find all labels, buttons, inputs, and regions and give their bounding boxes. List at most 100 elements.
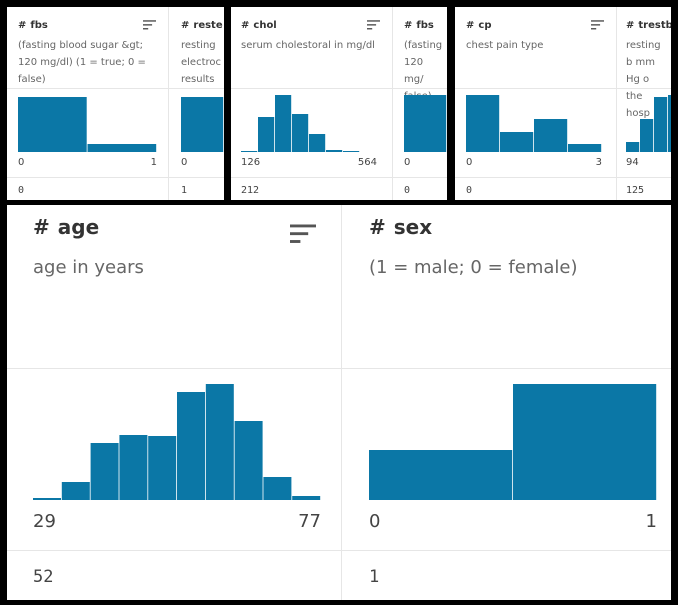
column-header: # cp [466, 20, 491, 31]
histogram-bar[interactable] [568, 144, 602, 152]
column-header: # age [33, 215, 99, 239]
first-value: 1 [369, 567, 380, 587]
histogram [241, 95, 360, 152]
column-card: #fbs(fasting 120 mg/ false)00 [396, 7, 447, 200]
column-name: cp [478, 20, 492, 31]
histogram-bar[interactable] [181, 97, 224, 152]
column-name: trestb [638, 20, 671, 31]
histogram-bar[interactable] [626, 142, 640, 152]
divider [231, 88, 447, 89]
column-name: fbs [30, 20, 48, 31]
hash-icon: # [404, 20, 413, 31]
histogram-bar[interactable] [119, 435, 148, 500]
column-divider [392, 7, 393, 200]
column-header: # reste [181, 20, 223, 31]
column-description: chest pain type [466, 40, 544, 51]
histogram-bar[interactable] [177, 392, 205, 500]
sort-icon[interactable] [367, 19, 380, 32]
min-label: 126 [241, 157, 261, 168]
column-card: # chol serum cholestoral in mg/dl 126 564 212 [231, 7, 392, 200]
sort-icon[interactable] [591, 19, 604, 32]
hash-icon: # [241, 20, 250, 31]
divider [231, 177, 447, 178]
histogram [18, 97, 157, 152]
sort-icon[interactable] [290, 222, 316, 248]
histogram-bar[interactable] [148, 436, 177, 500]
histogram-bar[interactable] [534, 119, 568, 152]
histogram-bar[interactable] [404, 95, 447, 152]
sort-icon[interactable] [143, 19, 156, 32]
histogram-bar[interactable] [61, 482, 90, 500]
divider [7, 550, 671, 551]
histogram-bar[interactable] [241, 151, 258, 152]
column-description: age in years [33, 257, 144, 278]
column-card: # trestb resting b mm Hg o the hosp 94 125 [620, 7, 671, 200]
histogram-bar[interactable] [500, 132, 534, 152]
histogram-bar[interactable] [292, 114, 309, 152]
histogram-bar[interactable] [205, 384, 234, 500]
first-value: 212 [241, 185, 260, 196]
histogram-bar[interactable] [234, 421, 263, 500]
column-card: # fbs (fasting blood sugar &gt; 120 mg/dl)… [7, 7, 168, 200]
min-label: 0 [181, 157, 188, 168]
column-description: (1 = male; 0 = female) [369, 257, 578, 278]
histogram-bar[interactable] [466, 95, 500, 152]
column-header: # fbs [404, 20, 434, 31]
histogram-bar[interactable] [668, 95, 671, 152]
column-header: # trestb [626, 20, 671, 31]
histogram-bar[interactable] [263, 477, 292, 500]
column-description: (fasting blood sugar &gt; 120 mg/dl) (1 … [18, 40, 146, 85]
column-name: reste [193, 20, 223, 31]
histogram-bar[interactable] [87, 144, 157, 152]
column-name: fbs [416, 20, 434, 31]
histogram-bar[interactable] [513, 384, 657, 500]
panel: # chol serum cholestoral in mg/dl 126 564 212… [231, 7, 447, 200]
histogram-bar[interactable] [343, 151, 360, 152]
panel: # fbs (fasting blood sugar &gt; 120 mg/dl)… [7, 7, 224, 200]
min-label: 0 [404, 157, 411, 168]
histogram-bar[interactable] [90, 443, 119, 500]
divider [455, 177, 671, 178]
histogram-bar[interactable] [309, 134, 326, 152]
column-description: serum cholestoral in mg/dl [241, 40, 375, 51]
column-name: sex [393, 215, 433, 239]
hash-icon: # [18, 20, 27, 31]
histogram [404, 95, 447, 152]
divider [7, 368, 671, 369]
histogram-bar[interactable] [275, 95, 292, 152]
histogram-bar[interactable] [654, 97, 668, 152]
histogram-bar[interactable] [326, 150, 343, 152]
max-label: 1 [150, 157, 157, 168]
divider [7, 88, 224, 89]
column-card: # sex (1 = male; 0 = female) 0 1 1 [345, 205, 671, 600]
max-label: 3 [595, 157, 602, 168]
histogram-bar[interactable] [640, 119, 654, 152]
column-header: # sex [369, 215, 432, 239]
histogram [369, 384, 657, 500]
min-label: 94 [626, 157, 639, 168]
column-name: age [57, 215, 100, 239]
min-label: 0 [466, 157, 473, 168]
first-value: 52 [33, 567, 54, 587]
max-label: 1 [645, 511, 657, 532]
column-card: # reste resting electroc results 0 1 [172, 7, 224, 200]
hash-icon: # [626, 20, 635, 31]
histogram-bar[interactable] [18, 97, 87, 152]
min-label: 0 [369, 511, 381, 532]
histogram-bar[interactable] [258, 117, 275, 152]
histogram-bar[interactable] [292, 496, 321, 500]
histogram [181, 97, 224, 152]
histogram [626, 95, 671, 152]
histogram-bar[interactable] [369, 450, 513, 500]
column-header: # chol [241, 20, 277, 31]
first-value: 1 [181, 185, 188, 196]
min-label: 29 [33, 511, 56, 532]
column-description: resting electroc results [181, 40, 222, 85]
first-value: 0 [404, 185, 411, 196]
column-name: chol [253, 20, 277, 31]
column-card: # age age in years 29 77 52 [7, 205, 345, 600]
histogram [33, 384, 321, 500]
histogram-bar[interactable] [33, 498, 61, 500]
max-label: 77 [298, 511, 321, 532]
